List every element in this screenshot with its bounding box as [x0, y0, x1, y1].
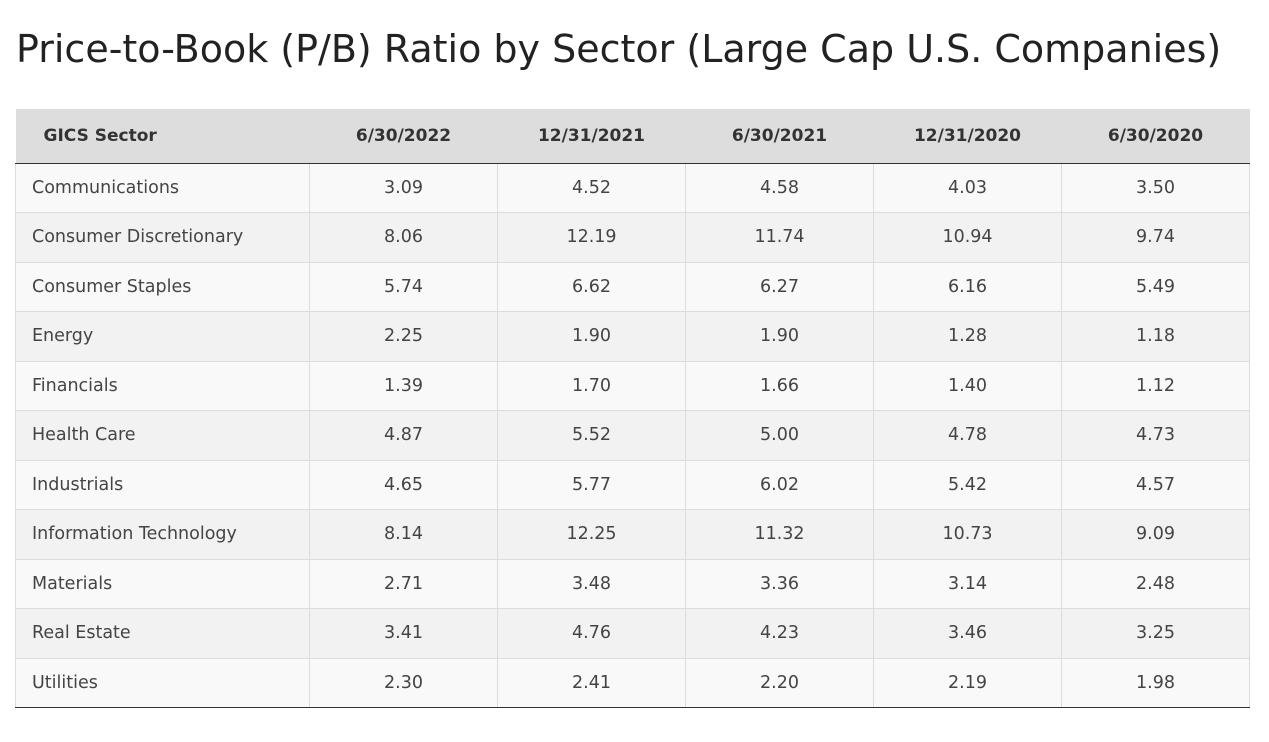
pb-value-cell: 4.58: [685, 163, 874, 213]
table-body: Communications 3.09 4.52 4.58 4.03 3.50 Consum…: [15, 163, 1250, 708]
pb-value-cell: 3.46: [873, 608, 1062, 658]
sector-name-cell: Information Technology: [15, 509, 310, 559]
pb-value-cell: 10.94: [873, 212, 1062, 262]
pb-value-cell: 1.90: [685, 311, 874, 361]
column-header-2020-12: 12/31/2020: [873, 109, 1062, 164]
pb-value-cell: 1.28: [873, 311, 1062, 361]
pb-value-cell: 5.49: [1061, 261, 1250, 312]
sector-name-cell: Utilities: [15, 657, 310, 708]
pb-value-cell: 3.50: [1061, 163, 1250, 213]
table-row: Real Estate 3.41 4.76 4.23 3.46 3.25: [15, 608, 1250, 658]
sector-name-cell: Energy: [15, 311, 310, 361]
table-row: Consumer Staples 5.74 6.62 6.27 6.16 5.49: [15, 261, 1250, 312]
sector-name-cell: Consumer Staples: [15, 261, 310, 312]
sector-name-cell: Financials: [15, 360, 310, 411]
pb-value-cell: 4.65: [309, 459, 498, 510]
pb-value-cell: 3.25: [1061, 608, 1250, 658]
pb-value-cell: 3.14: [873, 558, 1062, 609]
pb-value-cell: 12.25: [497, 509, 686, 559]
table-row: Industrials 4.65 5.77 6.02 5.42 4.57: [15, 459, 1250, 510]
pb-value-cell: 2.71: [309, 558, 498, 609]
table-row: Utilities 2.30 2.41 2.20 2.19 1.98: [15, 657, 1250, 708]
pb-value-cell: 5.00: [685, 410, 874, 460]
pb-value-cell: 12.19: [497, 212, 686, 262]
pb-value-cell: 2.20: [685, 657, 874, 708]
pb-value-cell: 1.18: [1061, 311, 1250, 361]
pb-value-cell: 2.25: [309, 311, 498, 361]
column-header-2020-06: 6/30/2020: [1061, 109, 1250, 164]
table-row: Health Care 4.87 5.52 5.00 4.78 4.73: [15, 410, 1250, 460]
pb-value-cell: 4.78: [873, 410, 1062, 460]
sector-name-cell: Communications: [15, 163, 310, 213]
pb-value-cell: 1.90: [497, 311, 686, 361]
pb-value-cell: 5.74: [309, 261, 498, 312]
pb-value-cell: 9.74: [1061, 212, 1250, 262]
pb-value-cell: 4.03: [873, 163, 1062, 213]
pb-value-cell: 3.09: [309, 163, 498, 213]
pb-value-cell: 6.02: [685, 459, 874, 510]
pb-value-cell: 1.98: [1061, 657, 1250, 708]
table-row: Information Technology 8.14 12.25 11.32 10.7…: [15, 509, 1250, 559]
table-header-row: GICS Sector 6/30/2022 12/31/2021 6/30/20…: [15, 109, 1250, 164]
pb-value-cell: 1.70: [497, 360, 686, 411]
pb-value-cell: 11.74: [685, 212, 874, 262]
pb-value-cell: 2.30: [309, 657, 498, 708]
sector-name-cell: Industrials: [15, 459, 310, 510]
pb-value-cell: 2.19: [873, 657, 1062, 708]
pb-value-cell: 3.36: [685, 558, 874, 609]
table-row: Consumer Discretionary 8.06 12.19 11.74 10.9…: [15, 212, 1250, 262]
pb-value-cell: 5.77: [497, 459, 686, 510]
pb-value-cell: 8.14: [309, 509, 498, 559]
pb-value-cell: 5.52: [497, 410, 686, 460]
table-row: Financials 1.39 1.70 1.66 1.40 1.12: [15, 360, 1250, 411]
page-title: Price-to-Book (P/B) Ratio by Sector (Lar…: [16, 27, 1222, 71]
pb-ratio-table: GICS Sector 6/30/2022 12/31/2021 6/30/20…: [15, 109, 1250, 708]
sector-name-cell: Health Care: [15, 410, 310, 460]
pb-value-cell: 4.52: [497, 163, 686, 213]
pb-value-cell: 4.57: [1061, 459, 1250, 510]
pb-value-cell: 4.73: [1061, 410, 1250, 460]
pb-value-cell: 4.87: [309, 410, 498, 460]
sector-name-cell: Consumer Discretionary: [15, 212, 310, 262]
pb-value-cell: 3.48: [497, 558, 686, 609]
table-row: Energy 2.25 1.90 1.90 1.28 1.18: [15, 311, 1250, 361]
pb-value-cell: 4.76: [497, 608, 686, 658]
column-header-2022-06: 6/30/2022: [309, 109, 498, 164]
column-header-sector: GICS Sector: [15, 109, 310, 164]
pb-value-cell: 1.39: [309, 360, 498, 411]
sector-name-cell: Materials: [15, 558, 310, 609]
pb-value-cell: 5.42: [873, 459, 1062, 510]
sector-name-cell: Real Estate: [15, 608, 310, 658]
pb-value-cell: 1.40: [873, 360, 1062, 411]
table-row: Communications 3.09 4.52 4.58 4.03 3.50: [15, 163, 1250, 213]
pb-value-cell: 2.41: [497, 657, 686, 708]
pb-value-cell: 1.12: [1061, 360, 1250, 411]
pb-value-cell: 3.41: [309, 608, 498, 658]
pb-value-cell: 9.09: [1061, 509, 1250, 559]
pb-value-cell: 6.27: [685, 261, 874, 312]
pb-value-cell: 6.62: [497, 261, 686, 312]
pb-value-cell: 2.48: [1061, 558, 1250, 609]
table-container: GICS Sector 6/30/2022 12/31/2021 6/30/20…: [15, 109, 1250, 708]
pb-value-cell: 10.73: [873, 509, 1062, 559]
pb-value-cell: 1.66: [685, 360, 874, 411]
pb-value-cell: 8.06: [309, 212, 498, 262]
table-row: Materials 2.71 3.48 3.36 3.14 2.48: [15, 558, 1250, 609]
pb-value-cell: 6.16: [873, 261, 1062, 312]
pb-value-cell: 11.32: [685, 509, 874, 559]
pb-value-cell: 4.23: [685, 608, 874, 658]
column-header-2021-12: 12/31/2021: [497, 109, 686, 164]
column-header-2021-06: 6/30/2021: [685, 109, 874, 164]
